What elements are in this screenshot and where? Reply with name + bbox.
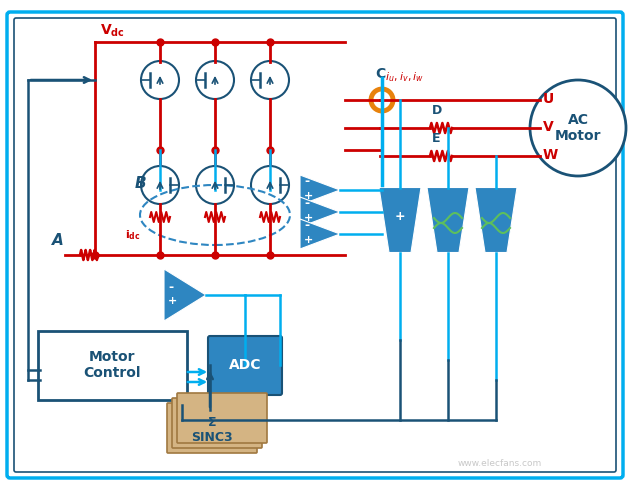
Text: $i_u, i_v, i_w$: $i_u, i_v, i_w$ [385,70,424,84]
Text: -: - [304,175,309,188]
Text: -: - [304,198,309,211]
Text: $\mathbf{i_{dc}}$: $\mathbf{i_{dc}}$ [125,228,140,242]
Text: A: A [52,233,64,248]
Text: -: - [168,281,173,294]
FancyBboxPatch shape [172,398,262,448]
Text: www.elecfans.com: www.elecfans.com [458,459,542,468]
Text: U: U [543,92,554,106]
Text: ADC: ADC [229,358,261,372]
Polygon shape [475,187,517,253]
FancyBboxPatch shape [167,403,257,453]
Text: C: C [375,67,386,81]
FancyBboxPatch shape [177,393,267,443]
Text: AC
Motor: AC Motor [555,113,601,143]
Text: -: - [304,219,309,232]
Text: D: D [432,104,442,117]
Polygon shape [300,197,340,227]
Circle shape [530,80,626,176]
FancyBboxPatch shape [208,336,282,395]
Polygon shape [427,187,469,253]
Text: V: V [543,120,554,134]
Polygon shape [379,187,421,253]
Text: W: W [543,148,558,162]
Text: Σ
SINC3: Σ SINC3 [191,416,233,444]
Text: Motor
Control: Motor Control [83,350,141,380]
Text: +: + [304,191,313,201]
Text: E: E [432,132,441,145]
Polygon shape [300,175,340,205]
Text: +: + [395,211,406,224]
Polygon shape [300,219,340,249]
Polygon shape [164,269,206,321]
FancyBboxPatch shape [38,331,187,400]
Text: B: B [135,176,147,191]
Text: $\mathbf{V_{dc}}$: $\mathbf{V_{dc}}$ [100,23,125,40]
Text: +: + [304,213,313,223]
Text: +: + [304,235,313,245]
Text: +: + [168,296,177,306]
